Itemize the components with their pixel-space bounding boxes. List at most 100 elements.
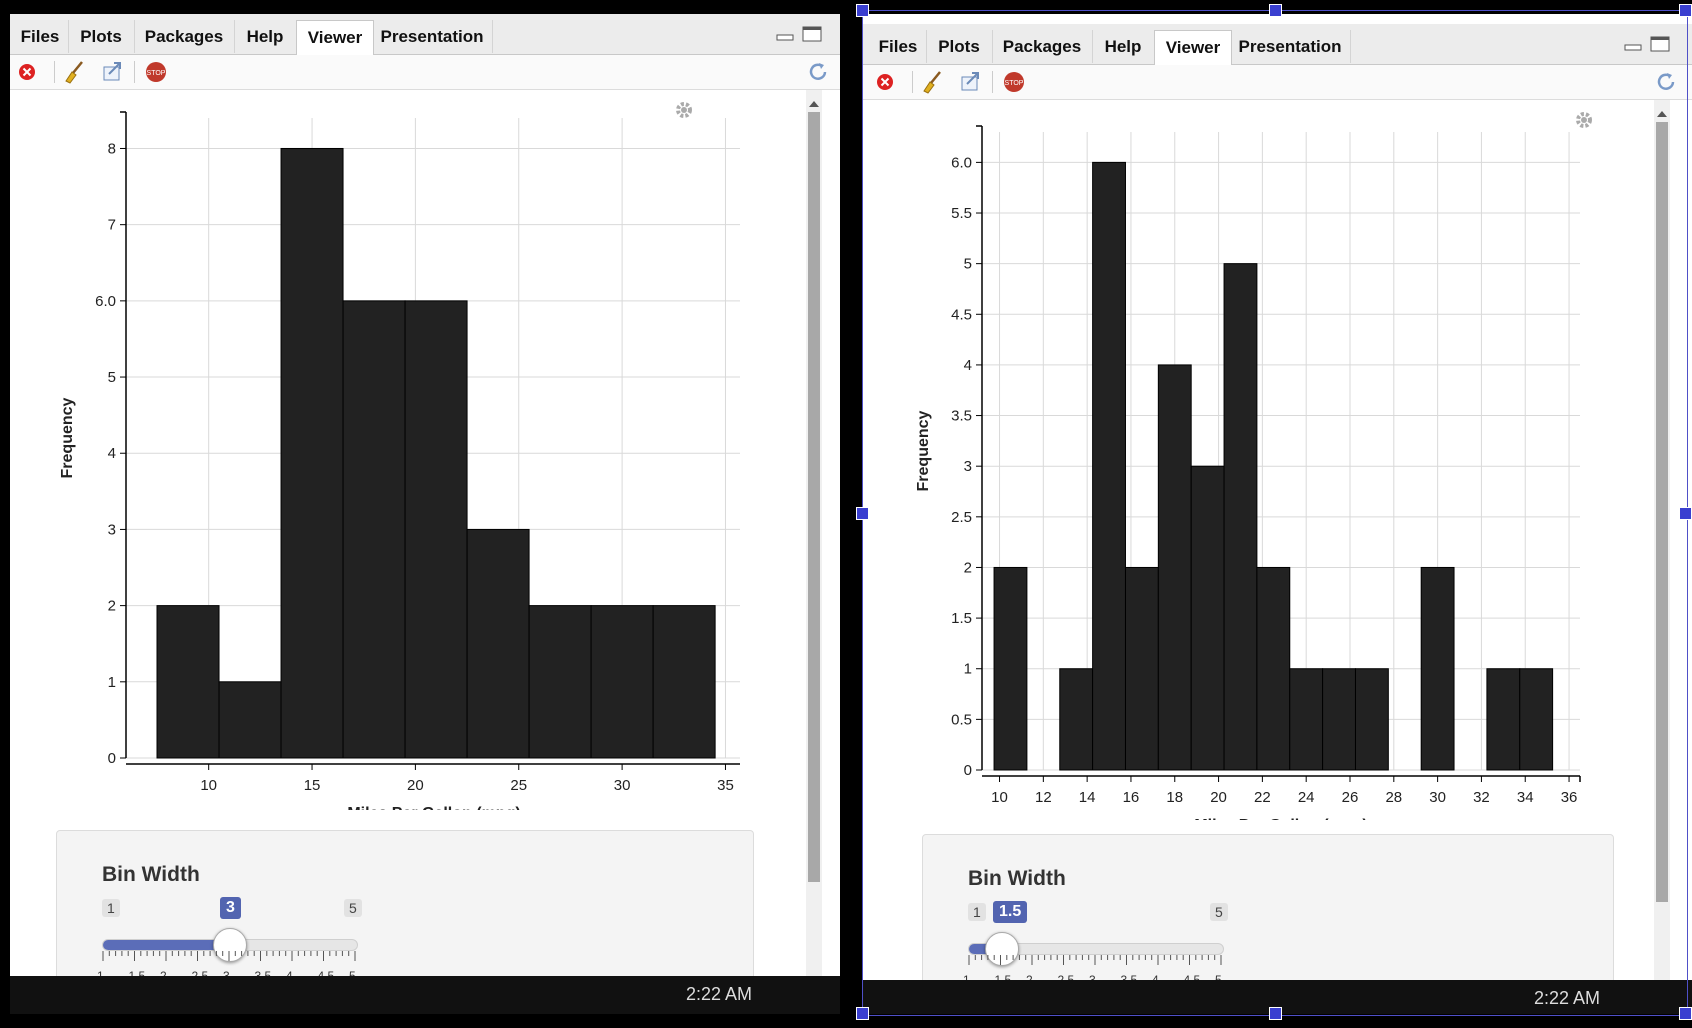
gear-icon[interactable] [674, 100, 694, 125]
x-tick-label: 10 [991, 789, 1008, 806]
gear-icon[interactable] [1574, 110, 1594, 135]
tab-presentation[interactable]: Presentation [1230, 30, 1351, 63]
close-x-icon[interactable] [16, 60, 40, 84]
y-tick-label: 1.5 [951, 610, 972, 627]
toolbar-separator [134, 61, 135, 83]
x-tick-label: 15 [304, 777, 321, 794]
histogram-bar [1223, 263, 1258, 771]
histogram-bar [1322, 668, 1356, 771]
y-tick-label: 1 [964, 661, 972, 678]
y-tick-label: 6.0 [951, 154, 972, 171]
toolbar-separator [54, 61, 55, 83]
x-axis-label: Miles Per Gallon (mpg) [347, 805, 520, 810]
broom-icon[interactable] [920, 70, 944, 94]
slider-min-label: 1 [102, 899, 120, 917]
x-tick-label: 10 [200, 777, 217, 794]
broom-icon[interactable] [62, 60, 86, 84]
y-axis-label: Frequency [915, 410, 932, 491]
minimize-icon[interactable] [1624, 36, 1642, 52]
y-tick-label: 7 [108, 217, 116, 234]
histogram-bar [652, 605, 716, 759]
histogram-bar [993, 566, 1028, 771]
close-x-icon[interactable] [874, 70, 898, 94]
y-tick-label: 0 [964, 762, 972, 779]
tab-help[interactable]: Help [234, 20, 297, 53]
tab-bar: Files Plots Packages Help Viewer Present… [10, 14, 840, 56]
y-tick-label: 0.5 [951, 711, 972, 728]
stop-icon[interactable]: STOP [144, 60, 168, 84]
x-tick-label: 26 [1342, 789, 1359, 806]
slider-max-label: 5 [1210, 903, 1228, 921]
x-tick-label: 20 [1210, 789, 1227, 806]
maximize-icon[interactable] [802, 26, 822, 42]
viewer-toolbar: STOP [862, 65, 1692, 100]
histogram-bar [1092, 161, 1126, 771]
y-tick-label: 3 [108, 521, 116, 538]
vertical-scrollbar[interactable] [806, 90, 822, 990]
minimize-icon[interactable] [776, 26, 794, 42]
slider-ticks [102, 951, 356, 961]
slider-max-label: 5 [344, 899, 362, 917]
x-tick-label: 18 [1166, 789, 1183, 806]
scroll-up-icon[interactable] [809, 94, 819, 112]
export-icon[interactable] [958, 70, 982, 94]
histogram-bar [404, 300, 468, 759]
histogram-bar [1190, 465, 1225, 771]
tab-packages[interactable]: Packages [992, 30, 1093, 63]
histogram-chart-right: 0 0.5 1 1.5 2 2.5 3 3.5 4 4.5 5 5.5 6.0 10 12 14 16 18 20 2… [915, 125, 1581, 820]
bin-width-slider-handle[interactable] [984, 932, 1019, 966]
stop-icon-label: STOP [1005, 80, 1024, 87]
tab-files[interactable]: Files [12, 20, 69, 53]
x-tick-label: 30 [1429, 789, 1446, 806]
x-tick-label: 30 [614, 777, 631, 794]
bin-width-slider-handle[interactable] [213, 928, 247, 962]
slider-ticks [968, 955, 1222, 965]
export-icon[interactable] [100, 60, 124, 84]
bin-width-title: Bin Width [102, 863, 200, 886]
scrollbar-thumb[interactable] [808, 112, 820, 882]
x-tick-label: 16 [1123, 789, 1140, 806]
x-tick-label: 14 [1079, 789, 1096, 806]
scrollbar-thumb[interactable] [1656, 122, 1668, 902]
histogram-bar [156, 605, 220, 759]
x-tick-label: 24 [1298, 789, 1315, 806]
tab-viewer[interactable]: Viewer [296, 20, 374, 56]
x-tick-label: 12 [1035, 789, 1052, 806]
tab-presentation[interactable]: Presentation [372, 20, 493, 53]
maximize-icon[interactable] [1650, 36, 1670, 52]
y-axis-label: Frequency [59, 397, 76, 478]
tab-plots[interactable]: Plots [926, 30, 993, 63]
y-tick-label: 4 [964, 357, 972, 374]
bin-width-slider-track[interactable] [968, 943, 1224, 955]
x-tick-label: 25 [510, 777, 527, 794]
slider-min-label: 1 [968, 903, 986, 921]
x-tick-label: 32 [1473, 789, 1490, 806]
toolbar-separator [992, 71, 993, 93]
tab-files[interactable]: Files [870, 30, 927, 63]
histogram-bar [1059, 668, 1094, 771]
histogram-bar [1354, 668, 1389, 771]
y-tick-label: 2 [964, 559, 972, 576]
x-axis-label: Miles Per Gallon (mpg) [1194, 817, 1367, 820]
tab-plots[interactable]: Plots [68, 20, 135, 53]
taskbar: 2:22 AM [10, 976, 840, 1014]
histogram-bar [1486, 668, 1521, 771]
histogram-bar [1157, 364, 1192, 771]
tab-viewer[interactable]: Viewer [1154, 30, 1232, 66]
tab-packages[interactable]: Packages [134, 20, 235, 53]
y-tick-label: 1 [108, 674, 116, 691]
y-tick-label: 6.0 [95, 293, 116, 310]
scroll-up-icon[interactable] [1657, 104, 1667, 122]
clock: 2:22 AM [686, 984, 753, 1004]
vertical-scrollbar[interactable] [1654, 100, 1670, 1000]
bin-width-slider-fill [103, 940, 230, 950]
slider-value-label: 3 [220, 897, 241, 919]
refresh-icon[interactable] [806, 60, 830, 84]
tab-help[interactable]: Help [1092, 30, 1155, 63]
tab-bar: Files Plots Packages Help Viewer Present… [862, 24, 1692, 66]
bin-width-panel: Bin Width 1 5 1.5 11.522.533.544.55 [922, 834, 1614, 1006]
refresh-icon[interactable] [1654, 70, 1678, 94]
stop-icon[interactable]: STOP [1002, 70, 1026, 94]
x-tick-label: 34 [1517, 789, 1534, 806]
histogram-bar [1289, 668, 1324, 771]
